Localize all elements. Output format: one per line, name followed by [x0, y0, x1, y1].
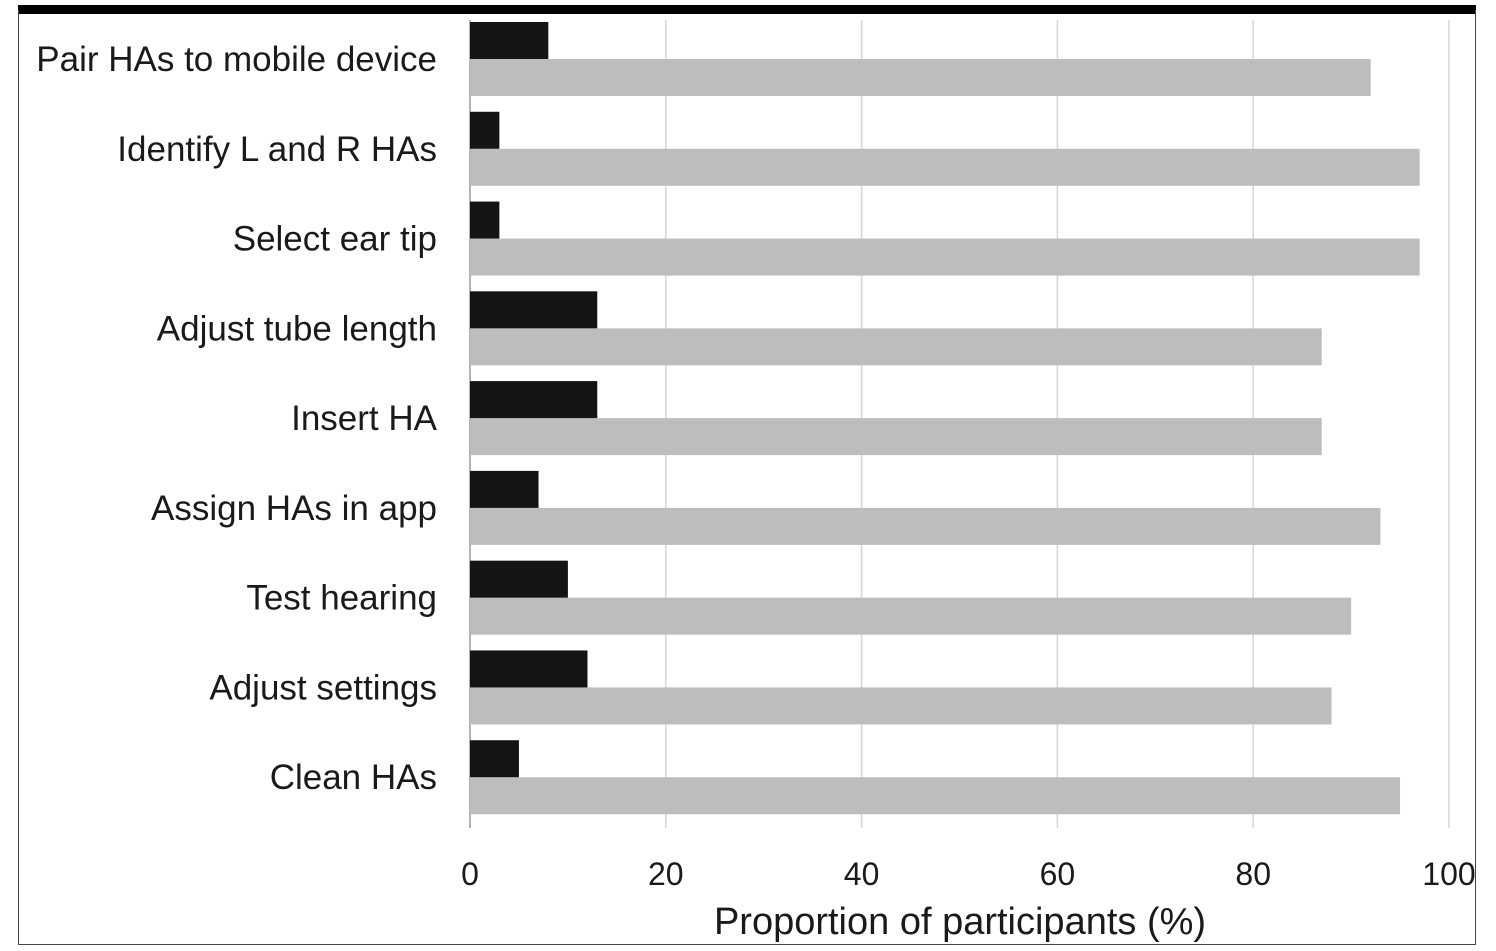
- category-label: Pair HAs to mobile device: [36, 40, 437, 79]
- bar-light: [470, 59, 1371, 96]
- bar-dark: [470, 740, 519, 778]
- bar-dark: [470, 470, 539, 508]
- bar-light: [470, 328, 1322, 366]
- category-label: Clean HAs: [270, 758, 437, 797]
- bar-dark: [470, 650, 588, 688]
- bar-light: [470, 238, 1420, 276]
- x-tick-label: 60: [1040, 856, 1076, 892]
- category-labels: Pair HAs to mobile device Identify L and …: [36, 40, 437, 797]
- top-border: [18, 5, 1476, 14]
- bar-light: [470, 777, 1401, 815]
- category-label: Adjust tube length: [157, 309, 437, 348]
- bar-dark: [470, 560, 568, 598]
- category-label: Insert HA: [291, 399, 438, 438]
- x-tick-label: 20: [648, 856, 684, 892]
- bar-dark: [470, 381, 598, 419]
- category-label: Adjust settings: [209, 668, 437, 707]
- category-label: Select ear tip: [233, 220, 437, 259]
- x-tick-label: 80: [1235, 856, 1271, 892]
- bars: [470, 22, 1420, 815]
- bar-dark: [470, 22, 549, 59]
- bar-light: [470, 687, 1332, 725]
- bar-light: [470, 418, 1322, 456]
- bar-light: [470, 148, 1420, 186]
- category-label: Test hearing: [246, 579, 437, 618]
- x-axis-title: Proportion of participants (%): [714, 901, 1206, 943]
- category-label: Identify L and R HAs: [117, 130, 437, 169]
- category-label: Assign HAs in app: [151, 489, 437, 528]
- bar-light: [470, 507, 1381, 545]
- x-tick-label: 0: [461, 856, 479, 892]
- bar-light: [470, 597, 1352, 635]
- bar-dark: [470, 111, 500, 149]
- bar-dark: [470, 201, 500, 239]
- bar-dark: [470, 291, 598, 329]
- x-tick-labels: 0 20 40 60 80 100: [461, 856, 1476, 892]
- x-tick-label: 40: [844, 856, 880, 892]
- x-tick-label: 100: [1422, 856, 1475, 892]
